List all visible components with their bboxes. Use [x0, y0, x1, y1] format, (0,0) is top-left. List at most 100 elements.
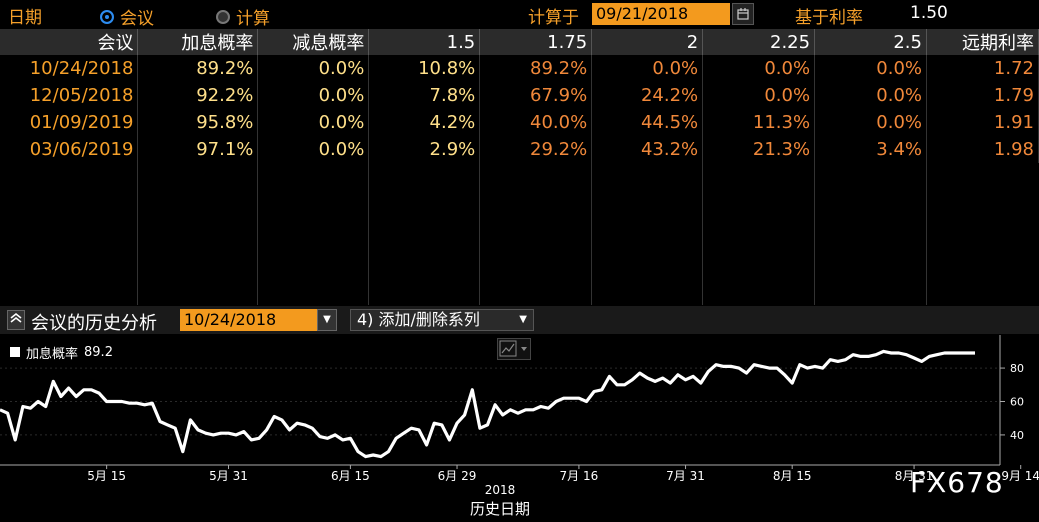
cell-rate: 0.0%: [702, 82, 816, 109]
date-label: 日期: [8, 8, 42, 28]
calendar-icon: [737, 8, 749, 20]
cell-rate: 21.3%: [702, 136, 816, 163]
cell-rate: 24.2%: [591, 82, 704, 109]
chart-axes: [0, 335, 1001, 466]
cell-forward-rate: 1.98: [926, 136, 1039, 163]
triangle-down-icon: ▼: [519, 314, 527, 325]
x-axis-label: 历史日期: [470, 500, 530, 518]
column-divider: [479, 55, 480, 305]
legend-series-value: 89.2: [84, 344, 113, 360]
column-divider: [702, 55, 703, 305]
cell-rate: 44.5%: [591, 109, 704, 136]
history-chart-area: 40 60 80 5月 15 5月 31 6月 15 6月 29 7月 16 7月 31 8月 …: [0, 335, 1039, 518]
add-remove-series-menu[interactable]: 4) 添加/删除系列 ▼: [350, 309, 534, 331]
cell-rate: 11.3%: [702, 109, 816, 136]
cell-hike-prob: 89.2%: [137, 55, 259, 82]
cell-rate: 0.0%: [814, 82, 927, 109]
calc-date-input[interactable]: 09/21/2018: [592, 3, 730, 25]
meeting-date-dropdown-button[interactable]: ▼: [317, 309, 337, 331]
chart-gridlines: [0, 367, 1000, 436]
y-tick-label: 40: [1010, 429, 1024, 442]
add-remove-series-label: 4) 添加/删除系列: [357, 310, 480, 329]
cell-cut-prob: 0.0%: [257, 55, 370, 82]
cell-rate: 2.9%: [368, 136, 481, 163]
top-toolbar: 日期 会议 计算 计算于 09/21/2018 基于利率 1.50: [0, 0, 1039, 29]
col-header-forward-rate[interactable]: 远期利率: [926, 29, 1039, 55]
x-tick-label: 6月 15: [331, 469, 370, 483]
cell-meeting-date: 12/05/2018: [0, 82, 139, 109]
cell-rate: 0.0%: [702, 55, 816, 82]
x-tick-label: 8月 31: [895, 469, 934, 483]
col-header-cut-prob[interactable]: 减息概率: [257, 29, 370, 55]
radio-selected-icon: [100, 9, 114, 24]
column-divider: [137, 55, 138, 305]
x-tick-label: 5月 31: [209, 469, 248, 483]
chart-legend[interactable]: 加息概率 89.2: [10, 342, 113, 362]
x-tick-label: 6月 29: [438, 469, 477, 483]
cell-meeting-date: 10/24/2018: [0, 55, 139, 82]
base-rate-label: 基于利率: [795, 8, 863, 28]
cell-meeting-date: 03/06/2019: [0, 136, 139, 163]
cell-rate: 40.0%: [479, 109, 593, 136]
triangle-down-icon: ▼: [323, 314, 331, 325]
history-title: 会议的历史分析: [31, 313, 157, 334]
meeting-date-select[interactable]: 10/24/2018: [180, 309, 317, 331]
cell-rate: 67.9%: [479, 82, 593, 109]
col-header-rate-1-75[interactable]: 1.75: [479, 29, 593, 55]
cell-rate: 29.2%: [479, 136, 593, 163]
cell-rate: 4.2%: [368, 109, 481, 136]
base-rate-value: 1.50: [910, 3, 948, 23]
cell-rate: 0.0%: [814, 55, 927, 82]
cell-rate: 89.2%: [479, 55, 593, 82]
cell-rate: 7.8%: [368, 82, 481, 109]
col-header-meeting[interactable]: 会议: [0, 29, 139, 55]
col-header-rate-2-25[interactable]: 2.25: [702, 29, 816, 55]
collapse-button[interactable]: [7, 310, 25, 330]
table-row[interactable]: 01/09/2019 95.8% 0.0% 4.2% 40.0% 44.5% 1…: [0, 109, 1039, 136]
cell-rate: 3.4%: [814, 136, 927, 163]
cell-rate: 43.2%: [591, 136, 704, 163]
cell-forward-rate: 1.91: [926, 109, 1039, 136]
cell-cut-prob: 0.0%: [257, 136, 370, 163]
y-tick-label: 80: [1010, 362, 1024, 375]
radio-meeting-label: 会议: [120, 9, 154, 29]
col-header-rate-1-5[interactable]: 1.5: [368, 29, 481, 55]
table-row[interactable]: 03/06/2019 97.1% 0.0% 2.9% 29.2% 43.2% 2…: [0, 136, 1039, 163]
y-tick-labels: 40 60 80: [1000, 362, 1024, 442]
col-header-rate-2[interactable]: 2: [591, 29, 704, 55]
probability-table: 会议 加息概率 减息概率 1.5 1.75 2 2.25 2.5 远期利率 10…: [0, 29, 1039, 163]
history-line-chart[interactable]: 40 60 80 5月 15 5月 31 6月 15 6月 29 7月 16 7月 31 8月 …: [0, 335, 1039, 518]
column-divider: [257, 55, 258, 305]
x-tick-labels: 5月 15 5月 31 6月 15 6月 29 7月 16 7月 31 8月 15 8月 31…: [87, 465, 1039, 483]
cell-hike-prob: 95.8%: [137, 109, 259, 136]
line-chart-icon: [499, 340, 527, 357]
x-tick-label: 7月 16: [560, 469, 599, 483]
table-row[interactable]: 10/24/2018 89.2% 0.0% 10.8% 89.2% 0.0% 0…: [0, 55, 1039, 82]
radio-meeting[interactable]: 会议: [100, 4, 154, 29]
col-header-hike-prob[interactable]: 加息概率: [137, 29, 259, 55]
x-tick-label: 7月 31: [666, 469, 705, 483]
y-tick-label: 60: [1010, 395, 1024, 408]
column-divider: [591, 55, 592, 305]
table-row[interactable]: 12/05/2018 92.2% 0.0% 7.8% 67.9% 24.2% 0…: [0, 82, 1039, 109]
col-header-rate-2-5[interactable]: 2.5: [814, 29, 927, 55]
x-tick-label: 9月 14: [1001, 469, 1039, 483]
cell-hike-prob: 97.1%: [137, 136, 259, 163]
x-axis-year-label: 2018: [485, 483, 516, 497]
chart-type-button[interactable]: [497, 338, 531, 360]
radio-calc-label: 计算: [236, 9, 270, 29]
calendar-button[interactable]: [732, 3, 754, 25]
column-divider: [926, 55, 927, 305]
cell-forward-rate: 1.72: [926, 55, 1039, 82]
column-divider: [368, 55, 369, 305]
cell-meeting-date: 01/09/2019: [0, 109, 139, 136]
table-header-row: 会议 加息概率 减息概率 1.5 1.75 2 2.25 2.5 远期利率: [0, 29, 1039, 55]
cell-rate: 10.8%: [368, 55, 481, 82]
series-line-hike-prob[interactable]: [0, 349, 975, 459]
column-divider: [814, 55, 815, 305]
cell-cut-prob: 0.0%: [257, 82, 370, 109]
radio-unselected-icon: [216, 9, 230, 24]
cell-hike-prob: 92.2%: [137, 82, 259, 109]
cell-rate: 0.0%: [814, 109, 927, 136]
radio-calc[interactable]: 计算: [216, 4, 270, 29]
